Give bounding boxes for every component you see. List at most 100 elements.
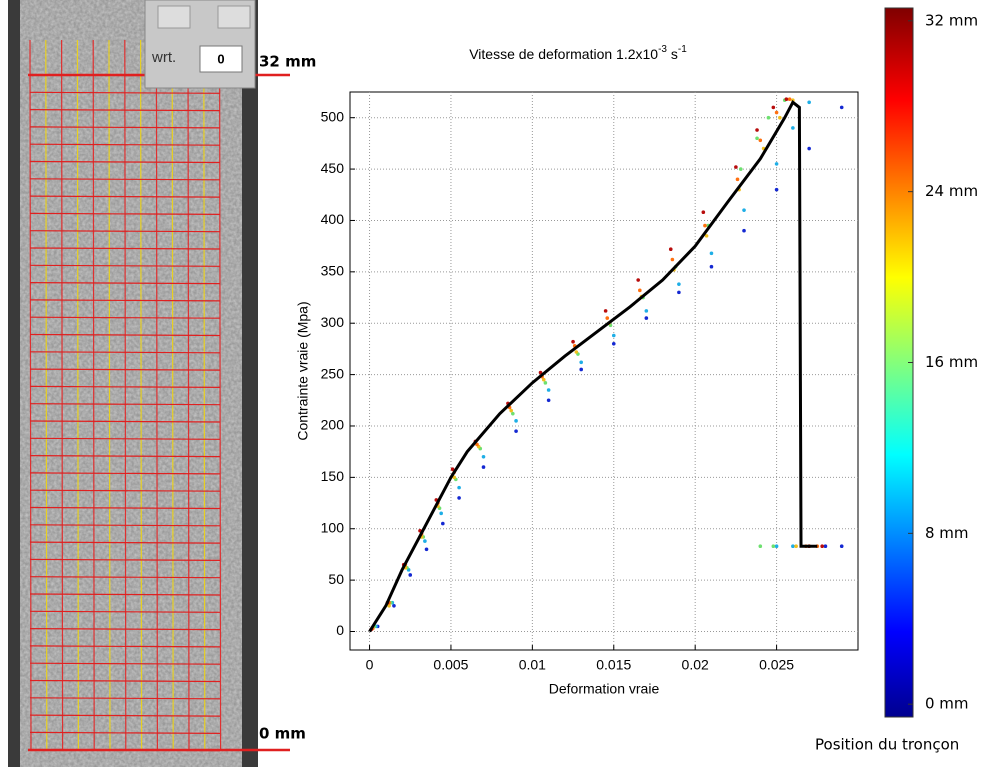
data-point [742, 208, 746, 212]
mesh-horizontal [29, 610, 221, 613]
mesh-vertical [171, 39, 174, 751]
wrt-input[interactable] [199, 45, 243, 73]
mesh-horizontal [29, 91, 221, 94]
mesh-horizontal [29, 143, 221, 146]
mesh-horizontal [29, 593, 221, 596]
colorbar-label: 0 mm [925, 695, 969, 713]
data-point [774, 110, 779, 115]
data-point [441, 521, 445, 526]
data-point [839, 105, 844, 110]
data-point [387, 604, 391, 608]
data-point [605, 316, 610, 320]
data-point [791, 126, 795, 130]
colorbar-label: 16 mm [925, 353, 978, 371]
mesh-vertical [140, 39, 143, 751]
data-point [703, 223, 707, 228]
mesh-horizontal [29, 247, 221, 250]
mesh-horizontal [29, 506, 221, 510]
data-point [766, 115, 771, 120]
data-point [636, 278, 640, 282]
data-point [709, 251, 714, 256]
data-point [457, 496, 461, 500]
data-point [774, 162, 779, 166]
data-point [546, 398, 551, 403]
mesh-vertical [76, 39, 80, 751]
x-tick-label: 0 [366, 657, 374, 673]
data-point [574, 350, 579, 354]
title-unit: s [667, 46, 678, 62]
button-next[interactable] [217, 5, 251, 29]
top-label: 32 mm [259, 53, 316, 71]
mesh-horizontal [29, 679, 221, 683]
x-axis-label: Deformation vraie [549, 681, 660, 697]
button-prev[interactable] [157, 5, 191, 29]
specimen-texture [20, 0, 242, 767]
mesh-horizontal [29, 541, 221, 544]
x-tick-label: 0.02 [682, 657, 709, 673]
colorbar: Position du tronçon 32 mm 24 mm 16 mm 8 mm 0… [815, 7, 978, 754]
data-point [579, 367, 584, 372]
data-point [704, 234, 709, 238]
mesh-horizontal [29, 627, 221, 631]
mesh-horizontal [29, 576, 221, 579]
y-axis-label: Contrainte vraie (Mpa) [295, 301, 311, 440]
mesh-horizontal [29, 489, 221, 492]
plot: Vitesse de deformation 1.2x10-3 s-1 Defo… [295, 44, 859, 697]
mesh-vertical [45, 39, 48, 751]
data-point [611, 341, 616, 346]
data-point [738, 167, 743, 171]
data-point [755, 128, 759, 132]
mesh-horizontal [29, 420, 221, 423]
data-point [450, 467, 455, 471]
data-point [794, 544, 798, 549]
colorbar-title: Position du tronçon [815, 736, 959, 754]
data-point [541, 377, 546, 382]
data-point [677, 290, 681, 295]
data-point [778, 115, 782, 120]
data-point [644, 309, 649, 313]
mesh-vertical [92, 39, 95, 751]
mesh-horizontal [29, 472, 221, 475]
mesh-horizontal [29, 316, 221, 319]
x-tick-label: 0.015 [596, 657, 631, 673]
mesh-horizontal [29, 109, 221, 112]
data-point [771, 105, 776, 110]
data-point [774, 544, 779, 549]
mesh-horizontal [29, 282, 221, 285]
mesh-vertical [124, 39, 127, 751]
y-tick-label: 150 [321, 468, 345, 484]
data-point [734, 165, 738, 169]
data-point [439, 511, 443, 516]
data-point [543, 381, 548, 385]
photo-panel: wrt. 0 32 mm 0 mm [8, 0, 316, 767]
colorbar-label: 8 mm [925, 524, 969, 542]
y-tick-label: 100 [321, 519, 345, 535]
mesh-horizontal [29, 455, 221, 458]
data-point [787, 97, 792, 101]
mesh-horizontal [29, 385, 221, 388]
x-tick-label: 0.025 [759, 657, 794, 673]
mesh-horizontal [29, 662, 221, 665]
data-point [452, 475, 457, 480]
mesh-horizontal [29, 524, 221, 527]
data-point [742, 228, 746, 233]
data-point [514, 429, 518, 433]
data-point [701, 210, 706, 215]
y-tick-label: 500 [321, 108, 345, 124]
data-point [820, 544, 824, 549]
data-point [807, 146, 811, 151]
mesh-vertical [187, 39, 190, 751]
mesh-horizontal [29, 178, 221, 181]
mesh-horizontal [29, 351, 221, 354]
mesh-vertical [60, 39, 64, 751]
data-point [807, 100, 811, 105]
data-point [791, 544, 795, 549]
data-point [677, 282, 681, 286]
data-point [423, 539, 427, 543]
mesh-horizontal [29, 230, 221, 233]
wrt-value: 0 [217, 51, 224, 66]
mesh-horizontal [29, 368, 221, 371]
mesh-horizontal [29, 403, 221, 406]
data-point [771, 544, 776, 549]
data-point [774, 187, 779, 192]
